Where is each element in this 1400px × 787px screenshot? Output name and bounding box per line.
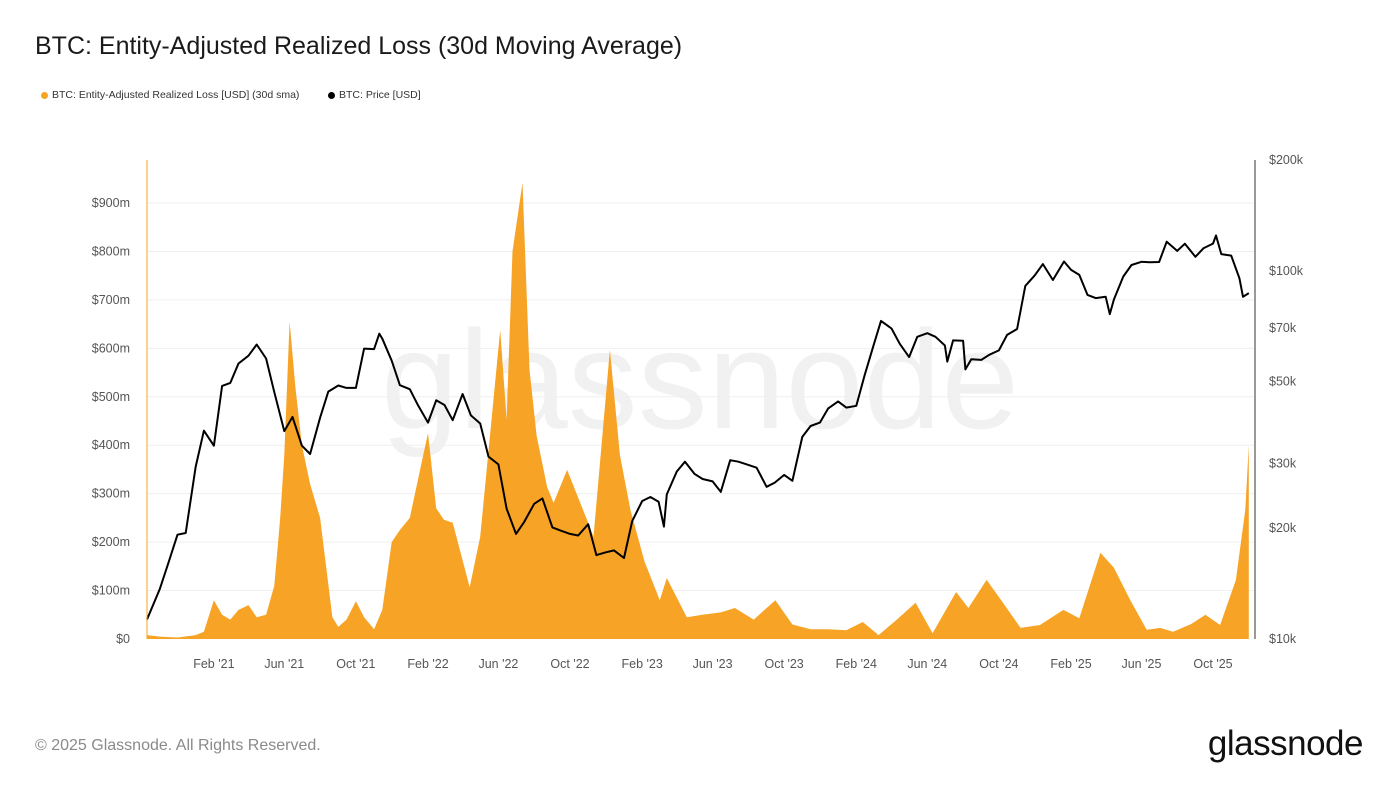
- y-right-tick-label: $70k: [1269, 321, 1297, 335]
- y-left-tick-label: $200m: [92, 535, 130, 549]
- y-left-tick-label: $900m: [92, 196, 130, 210]
- y-right-tick-label: $10k: [1269, 632, 1297, 646]
- price-line-layer: [146, 234, 1250, 620]
- x-tick-label: Feb '23: [622, 657, 663, 671]
- loss-area-layer: [147, 182, 1249, 639]
- x-tick-label: Jun '25: [1121, 657, 1161, 671]
- gridlines: [147, 202, 1254, 592]
- y-right-tick-label: $50k: [1269, 375, 1297, 389]
- legend-item-realized-loss[interactable]: BTC: Entity-Adjusted Realized Loss [USD]…: [41, 89, 299, 101]
- y-left-tick-label: $800m: [92, 244, 130, 258]
- watermark: glassnode: [381, 301, 1019, 458]
- y-right-tick-label: $200k: [1269, 153, 1304, 167]
- legend-dot-orange-icon: [41, 91, 48, 99]
- legend-label: BTC: Price [USD]: [339, 89, 421, 101]
- x-tick-label: Feb '25: [1050, 657, 1091, 671]
- x-tick-label: Oct '24: [979, 657, 1018, 671]
- x-tick-label: Oct '23: [765, 657, 804, 671]
- chart-title: BTC: Entity-Adjusted Realized Loss (30d …: [35, 32, 683, 60]
- y-left-tick-label: $300m: [92, 487, 130, 501]
- legend-item-price[interactable]: BTC: Price [USD]: [328, 89, 421, 101]
- y-right-tick-label: $20k: [1269, 521, 1297, 535]
- btc-price-line: [146, 234, 1250, 620]
- x-tick-label: Jun '23: [693, 657, 733, 671]
- legend-label: BTC: Entity-Adjusted Realized Loss [USD]…: [52, 89, 300, 101]
- y-left-tick-label: $600m: [92, 341, 130, 355]
- x-tick-label: Oct '21: [336, 657, 375, 671]
- x-tick-label: Jun '21: [264, 657, 304, 671]
- x-tick-label: Feb '21: [193, 657, 234, 671]
- y-left-tick-label: $0: [116, 632, 130, 646]
- copyright-footer: © 2025 Glassnode. All Rights Reserved.: [35, 737, 321, 754]
- realized-loss-area: [147, 182, 1249, 639]
- legend-dot-black-icon: [328, 91, 335, 99]
- y-left-tick-label: $700m: [92, 293, 130, 307]
- x-tick-label: Jun '22: [478, 657, 518, 671]
- x-tick-label: Feb '24: [836, 657, 877, 671]
- y-left-tick-label: $100m: [92, 584, 130, 598]
- x-tick-label: Oct '22: [550, 657, 589, 671]
- axes: $0 $100m $200m $300m $400m $500m $600m $700m $80…: [92, 153, 1304, 671]
- x-tick-label: Jun '24: [907, 657, 947, 671]
- x-tick-label: Oct '25: [1193, 657, 1232, 671]
- glassnode-logo: glassnode: [1207, 724, 1364, 763]
- y-left-tick-label: $400m: [92, 438, 130, 452]
- x-tick-label: Feb '22: [407, 657, 448, 671]
- y-right-tick-label: $30k: [1269, 456, 1297, 470]
- y-left-tick-label: $500m: [92, 390, 130, 404]
- y-right-tick-label: $100k: [1269, 264, 1304, 278]
